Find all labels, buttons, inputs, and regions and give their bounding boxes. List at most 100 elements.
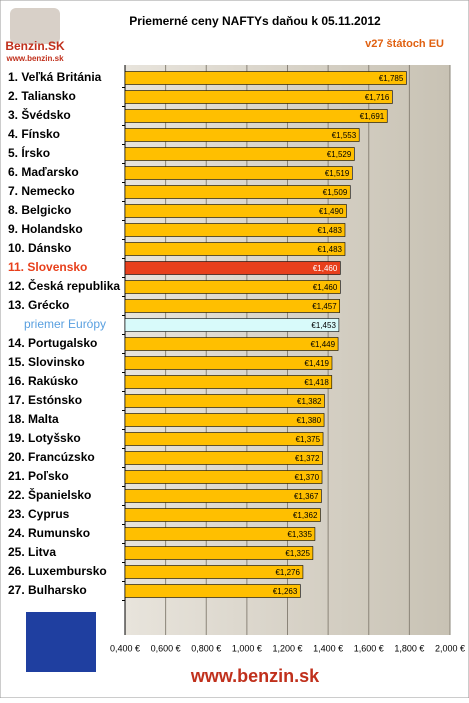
bar bbox=[124, 432, 324, 446]
category-label: 14. Portugalsko bbox=[8, 336, 97, 350]
category-label: 19. Lotyšsko bbox=[8, 431, 81, 445]
logo: Benzin.SK bbox=[5, 39, 65, 53]
value-label: €1,382 bbox=[297, 397, 322, 406]
bar bbox=[124, 394, 325, 408]
bar bbox=[124, 413, 325, 427]
category-label: 12. Česká republika bbox=[8, 278, 120, 293]
value-label: €1,785 bbox=[379, 74, 404, 83]
value-label: €1,691 bbox=[360, 112, 385, 121]
bar bbox=[124, 185, 351, 199]
bar bbox=[124, 470, 323, 484]
x-tick-label: 1,200 € bbox=[272, 643, 302, 653]
bar bbox=[124, 90, 393, 104]
value-label: €1,483 bbox=[318, 245, 343, 254]
category-label: 1. Veľká Británia bbox=[8, 70, 102, 84]
bar bbox=[124, 280, 341, 294]
bar bbox=[124, 546, 314, 560]
category-label: 24. Rumunsko bbox=[8, 526, 90, 540]
bar bbox=[124, 128, 360, 142]
value-label: €1,362 bbox=[293, 511, 318, 520]
x-tick-label: 1,400 € bbox=[313, 643, 343, 653]
bar bbox=[124, 109, 388, 123]
category-label: 10. Dánsko bbox=[8, 241, 71, 255]
value-label: €1,509 bbox=[323, 188, 348, 197]
x-tick-label: 1,000 € bbox=[232, 643, 262, 653]
bar bbox=[124, 375, 333, 389]
value-label: €1,375 bbox=[296, 435, 321, 444]
x-tick-label: 1,600 € bbox=[354, 643, 384, 653]
value-label: €1,276 bbox=[275, 568, 300, 577]
eu-flag-image bbox=[26, 612, 96, 672]
category-label: 26. Luxembursko bbox=[8, 564, 107, 578]
category-label: 21. Poľsko bbox=[8, 469, 69, 483]
value-label: €1,460 bbox=[313, 264, 338, 273]
category-label: 16. Rakúsko bbox=[8, 374, 78, 388]
x-tick-label: 1,800 € bbox=[394, 643, 424, 653]
category-label: 8. Belgicko bbox=[8, 203, 71, 217]
value-label: €1,490 bbox=[319, 207, 344, 216]
category-label: 20. Francúzsko bbox=[8, 450, 95, 464]
category-label: 7. Nemecko bbox=[8, 184, 75, 198]
bar bbox=[124, 204, 347, 218]
value-label: €1,263 bbox=[273, 587, 298, 596]
x-tick-label: 0,400 € bbox=[110, 643, 140, 653]
chart-title: Priemerné ceny NAFTYs daňou k 05.11.2012 bbox=[129, 14, 381, 28]
value-label: €1,325 bbox=[285, 549, 310, 558]
x-tick-label: 2,000 € bbox=[435, 643, 465, 653]
bar bbox=[124, 147, 355, 161]
category-label: 25. Litva bbox=[8, 545, 56, 559]
bar bbox=[124, 508, 321, 522]
category-label: 5. Írsko bbox=[8, 145, 50, 160]
value-label: €1,553 bbox=[332, 131, 357, 140]
value-label: €1,367 bbox=[294, 492, 319, 501]
value-label: €1,716 bbox=[365, 93, 390, 102]
bar bbox=[124, 356, 333, 370]
value-label: €1,380 bbox=[297, 416, 322, 425]
category-label: 22. Španielsko bbox=[8, 487, 91, 502]
x-tick-label: 0,800 € bbox=[191, 643, 221, 653]
bar bbox=[124, 71, 407, 85]
value-label: €1,453 bbox=[311, 321, 336, 330]
x-tick-label: 0,600 € bbox=[151, 643, 181, 653]
bar bbox=[124, 261, 341, 275]
bar bbox=[124, 166, 353, 180]
category-label: 2. Taliansko bbox=[8, 89, 76, 103]
value-label: €1,335 bbox=[287, 530, 312, 539]
category-label: 11. Slovensko bbox=[8, 260, 87, 274]
category-label: 9. Holandsko bbox=[8, 222, 83, 236]
bar bbox=[124, 242, 346, 256]
logo-url: www.benzin.sk bbox=[5, 54, 64, 63]
category-label: 23. Cyprus bbox=[8, 507, 70, 521]
category-label: 27. Bulharsko bbox=[8, 583, 87, 597]
bar bbox=[124, 565, 304, 579]
value-label: €1,460 bbox=[313, 283, 338, 292]
value-label: €1,370 bbox=[295, 473, 320, 482]
bar bbox=[124, 223, 346, 237]
category-label: 4. Fínsko bbox=[8, 127, 60, 141]
value-label: €1,418 bbox=[304, 378, 329, 387]
value-label: €1,457 bbox=[312, 302, 337, 311]
category-label: 13. Grécko bbox=[8, 298, 69, 312]
value-label: €1,372 bbox=[295, 454, 320, 463]
logo-icon bbox=[10, 8, 60, 44]
category-label: 6. Maďarsko bbox=[8, 165, 79, 179]
bar bbox=[124, 489, 322, 503]
value-label: €1,519 bbox=[325, 169, 350, 178]
bar bbox=[124, 318, 340, 332]
category-label: 3. Švédsko bbox=[8, 107, 71, 122]
category-label: 15. Slovinsko bbox=[8, 355, 85, 369]
chart-subtitle: v27 štátoch EU bbox=[365, 38, 444, 50]
footer: www.benzin.sk bbox=[190, 666, 320, 686]
value-label: €1,449 bbox=[311, 340, 336, 349]
category-label: priemer Európy bbox=[24, 317, 106, 331]
bar bbox=[124, 584, 301, 598]
bar bbox=[124, 451, 323, 465]
value-label: €1,483 bbox=[318, 226, 343, 235]
value-label: €1,529 bbox=[327, 150, 352, 159]
category-label: 17. Estónsko bbox=[8, 393, 82, 407]
value-label: €1,419 bbox=[305, 359, 330, 368]
bar bbox=[124, 337, 339, 351]
bar bbox=[124, 299, 341, 313]
bar bbox=[124, 527, 316, 541]
